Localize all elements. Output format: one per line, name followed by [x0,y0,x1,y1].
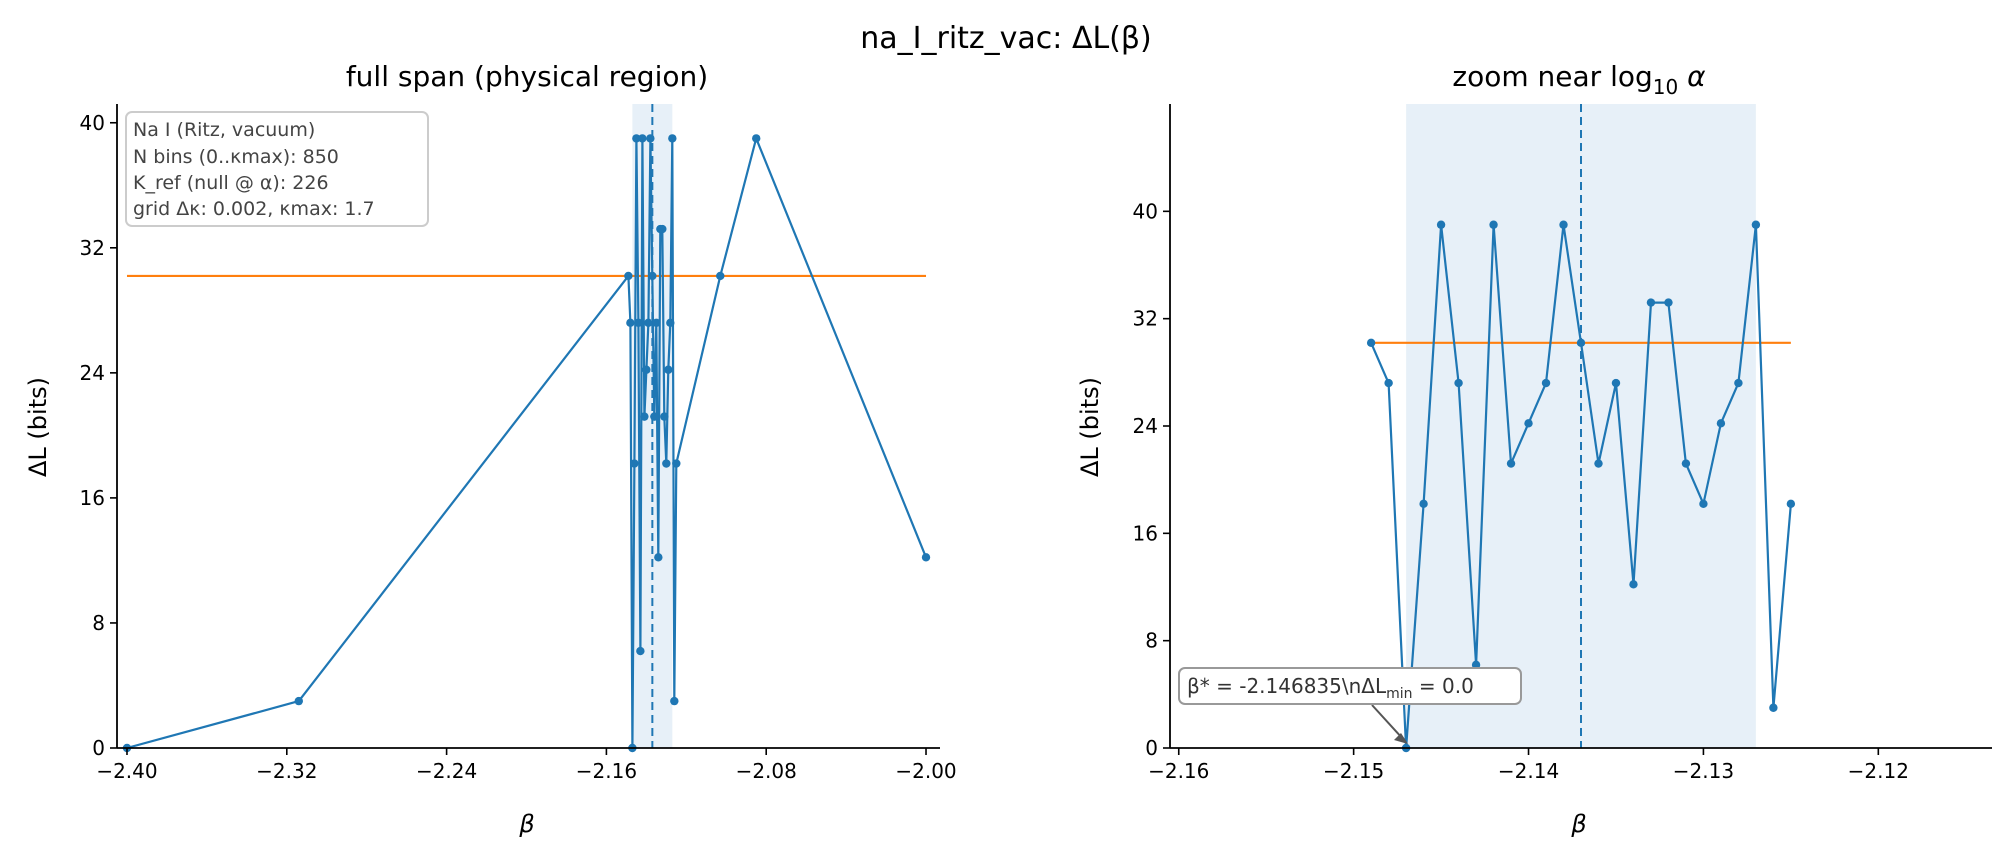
data-point [1734,378,1743,388]
data-point [664,365,673,374]
data-point [624,271,633,281]
x-tick-label: −2.14 [1498,759,1559,783]
data-point [1436,220,1446,229]
data-point [650,412,659,421]
y-tick-label: 40 [80,111,105,135]
x-tick-label: −2.13 [1673,759,1734,783]
panel-zoom: zoom near log10 α −2.16 −2.15 −2.14 −2.13 −2… [1076,60,1992,838]
y-tick-label: 32 [80,236,105,260]
y-tick-label: 32 [1133,307,1158,331]
x-tick-label: −2.00 [895,759,956,783]
data-point [668,134,677,143]
y-tick-label: 0 [1145,736,1158,760]
data-point [1786,499,1796,509]
data-point [626,318,635,328]
data-point [1366,338,1376,348]
data-point [642,365,651,374]
data-point [646,134,655,143]
data-point [1681,459,1691,468]
data-point [1384,378,1393,388]
data-point [1594,459,1603,468]
data-point [658,224,667,234]
min-annotation: β* = -2.146835\nΔLmin = 0.0 [1178,667,1522,744]
annotation-text: β* = -2.146835\nΔLmin = 0.0 [1187,674,1474,702]
data-point [1716,419,1726,428]
data-point [654,553,663,562]
data-point [1454,378,1463,388]
data-point [672,459,681,468]
x-tick-label: −2.16 [1148,759,1209,783]
data-point [1769,703,1778,712]
data-point [1524,419,1533,428]
data-point [640,412,649,421]
x-tick-label: −2.24 [416,759,477,783]
y-tick-label: 40 [1133,199,1158,223]
y-tick-label: 24 [80,361,105,385]
panel-title: zoom near log10 α [1452,60,1706,99]
data-point [648,271,657,281]
data-point [666,318,675,328]
x-axis-label: β [1570,810,1586,838]
data-point [1611,378,1621,388]
data-point [636,646,645,656]
y-axis-label: ΔL (bits) [24,377,52,477]
info-line: Na I (Ritz, vacuum) [133,119,315,141]
data-point [644,318,653,328]
data-point [294,696,303,706]
data-point [1471,660,1481,670]
series-line [126,137,928,750]
panel-full-span: full span (physical region) −2.40 −2.32 −2… [24,60,957,838]
data-point [1629,580,1638,589]
annotation-box [1178,667,1522,705]
data-point [1506,459,1516,468]
data-point [662,459,671,468]
data-point [652,318,661,328]
data-point [1751,220,1761,229]
annotation-arrow-shaft [1371,704,1404,740]
y-tick-label: 24 [1133,414,1158,438]
data-point [670,696,679,706]
annotation-arrow-head [1394,733,1408,744]
x-tick-label: −2.40 [96,759,157,783]
data-point [1699,499,1708,509]
data-point [1559,220,1568,229]
x-tick-label: −2.08 [736,759,797,783]
data-point [921,553,931,562]
info-box-frame [125,111,429,227]
x-tick-label: −2.32 [256,759,317,783]
data-point [660,412,669,421]
info-line: N bins (0..κmax): 850 [133,146,339,168]
data-point [638,134,647,143]
x-tick-label: −2.15 [1323,759,1384,783]
data-point [630,459,639,468]
figure-suptitle: na_I_ritz_vac: ΔL(β) [860,21,1152,56]
y-tick-label: 0 [92,736,105,760]
info-line: grid Δκ: 0.002, κmax: 1.7 [133,198,375,220]
y-tick-label: 8 [92,611,105,635]
data-point [1541,378,1551,388]
y-tick-label: 16 [1133,521,1158,545]
x-axis-label: β [518,810,534,838]
x-tick-label: −2.12 [1848,759,1909,783]
y-tick-label: 8 [1145,629,1158,653]
data-point [752,134,761,143]
info-line: K_ref (null @ α): 226 [133,172,329,194]
info-box: Na I (Ritz, vacuum) N bins (0..κmax): 85… [125,111,429,227]
data-point [1576,338,1586,348]
data-point [1646,298,1656,307]
x-tick-label: −2.16 [576,759,637,783]
data-point [1419,499,1428,509]
y-axis-label: ΔL (bits) [1076,377,1104,477]
panel-title: full span (physical region) [346,60,708,93]
data-point [632,134,641,143]
data-point [716,271,725,281]
data-point [1664,298,1673,307]
y-tick-label: 16 [80,486,105,510]
data-point [1489,220,1498,229]
data-point [634,318,643,328]
